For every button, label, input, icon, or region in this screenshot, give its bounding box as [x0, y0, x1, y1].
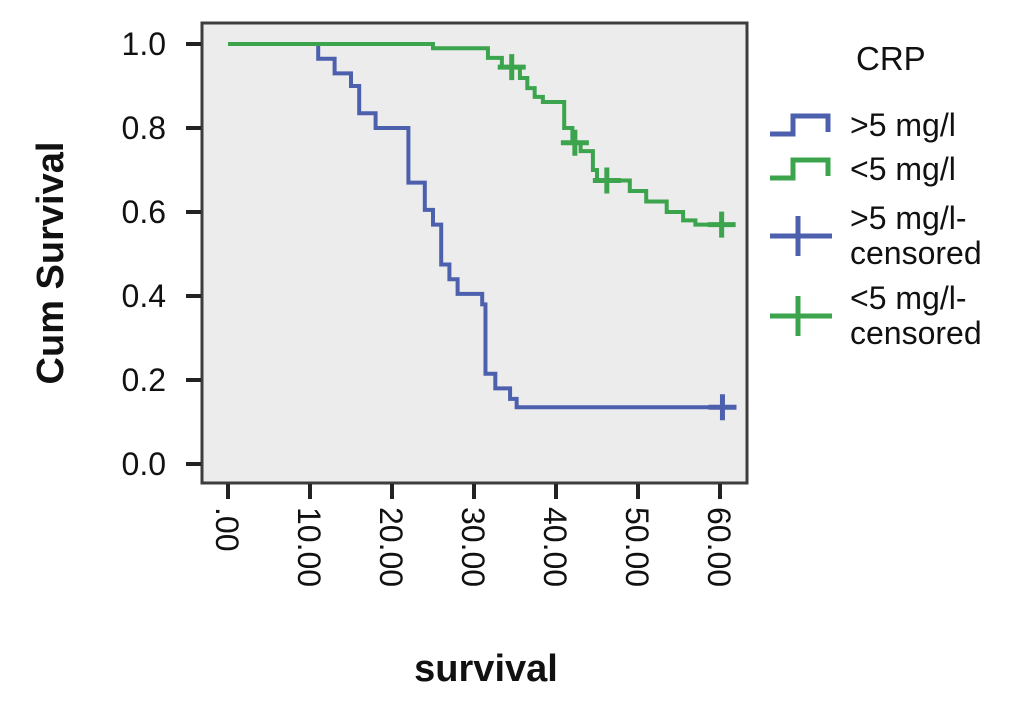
legend-item-label: <5 mg/l-censored	[850, 281, 982, 351]
legend-item-label: >5 mg/l	[850, 106, 956, 143]
y-axis-label: Cum Survival	[30, 141, 72, 385]
plus-censor-icon	[768, 293, 834, 339]
step-line-icon	[768, 156, 834, 182]
censor-mark-gt5	[708, 394, 737, 421]
y-tick-label: 0.0	[121, 446, 166, 482]
x-tick-label: 50.00	[619, 507, 655, 588]
censor-mark-lt5	[560, 129, 589, 156]
legend-label-line: <5 mg/l-	[850, 280, 967, 316]
y-tick-label: 0.8	[121, 110, 166, 146]
x-tick-label: 20.00	[373, 507, 409, 588]
censor-mark-lt5	[497, 54, 526, 81]
legend-label-line: censored	[850, 315, 982, 351]
legend-item-gt5: >5 mg/l	[768, 103, 956, 147]
legend-label-line: >5 mg/l	[850, 106, 956, 143]
y-tick-label: 1.0	[121, 26, 166, 62]
legend-item-label: >5 mg/l-censored	[850, 201, 982, 271]
x-tick-label: 30.00	[455, 507, 491, 588]
censor-mark-lt5	[592, 167, 621, 194]
step-line-icon	[768, 112, 834, 138]
legend-label-line: censored	[850, 235, 982, 271]
legend-item-label: <5 mg/l	[850, 150, 956, 187]
y-tick-label: 0.4	[121, 278, 166, 314]
legend-label-line: <5 mg/l	[850, 150, 956, 187]
censor-mark-lt5	[707, 211, 736, 238]
legend-item-lt5-censored: <5 mg/l-censored	[768, 277, 982, 355]
y-tick-label: 0.6	[121, 194, 166, 230]
x-tick-label: 10.00	[291, 507, 327, 588]
legend-item-gt5-censored: >5 mg/l-censored	[768, 197, 982, 275]
x-tick-label: 40.00	[537, 507, 573, 588]
survival-curve-gt5	[228, 42, 737, 410]
legend-item-lt5: <5 mg/l	[768, 147, 956, 191]
x-axis-label: survival	[414, 648, 558, 690]
plot-frame	[200, 21, 749, 485]
legend-label-line: >5 mg/l-	[850, 200, 967, 236]
plus-censor-icon	[768, 213, 834, 259]
x-tick-label: 60.00	[701, 507, 737, 588]
x-tick-label: .00	[209, 507, 245, 552]
legend-title: CRP	[856, 40, 926, 77]
legend: CRP >5 mg/l <5 mg/l >5 mg/l-censored <5 mg/…	[768, 0, 1024, 400]
y-tick-label: 0.2	[121, 362, 166, 398]
